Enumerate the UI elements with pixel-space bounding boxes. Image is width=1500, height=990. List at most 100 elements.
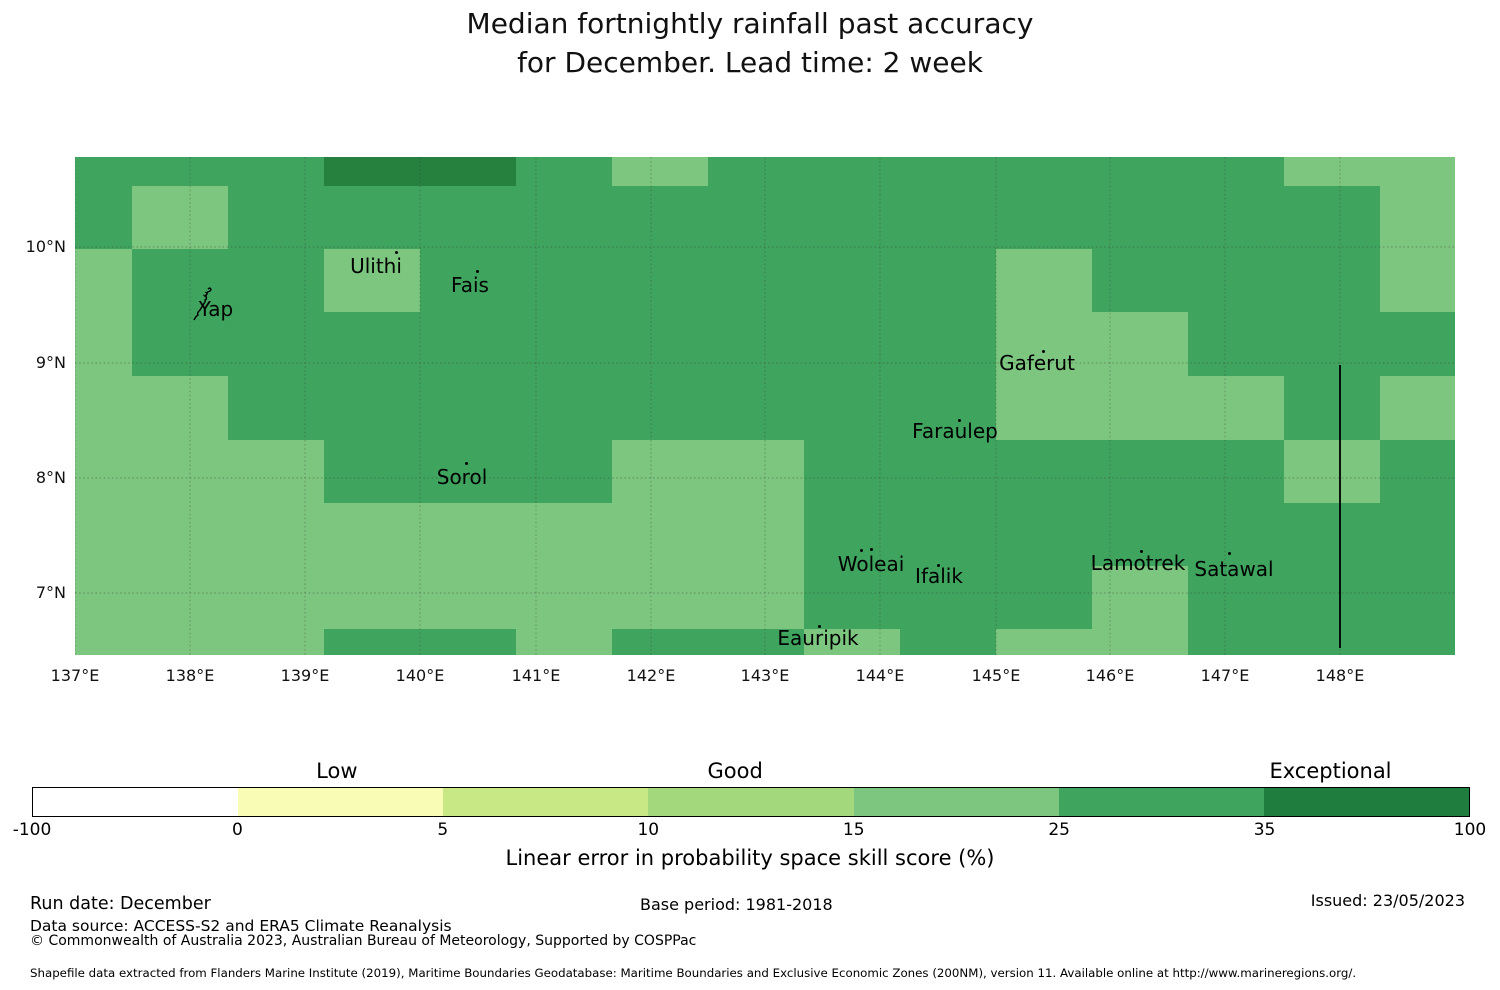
grid-cell bbox=[1092, 566, 1189, 630]
y-tick-label: 7°N bbox=[35, 583, 66, 602]
island-marker-dot bbox=[957, 418, 961, 422]
island-label-fais: Fais bbox=[451, 273, 489, 297]
grid-cell bbox=[324, 249, 421, 313]
grid-cell bbox=[612, 503, 709, 567]
x-tick-label: 148°E bbox=[1315, 666, 1365, 685]
grid-cell bbox=[804, 312, 901, 377]
grid-cell bbox=[516, 312, 613, 377]
grid-cell bbox=[1284, 440, 1381, 504]
grid-cell bbox=[75, 440, 133, 504]
grid-cell bbox=[900, 312, 997, 377]
grid-cell bbox=[420, 157, 517, 187]
grid-cell bbox=[804, 249, 901, 313]
grid-cell bbox=[900, 629, 997, 655]
base-period-text: Base period: 1981-2018 bbox=[640, 895, 833, 914]
grid-cell bbox=[708, 440, 805, 504]
colorbar-tick-label: 35 bbox=[1253, 820, 1276, 840]
grid-cell bbox=[1188, 249, 1285, 313]
grid-cell bbox=[75, 249, 133, 313]
grid-cell bbox=[516, 249, 613, 313]
grid-cell bbox=[1380, 312, 1455, 377]
grid-cell bbox=[75, 376, 133, 441]
grid-cell bbox=[708, 376, 805, 441]
grid-cell bbox=[420, 376, 517, 441]
island-marker-dot bbox=[1041, 349, 1045, 353]
run-date-text: Run date: December bbox=[30, 894, 211, 914]
grid-cell bbox=[900, 157, 997, 187]
grid-cell bbox=[612, 440, 709, 504]
colorbar-bin bbox=[1263, 788, 1469, 816]
grid-cell bbox=[1092, 312, 1189, 377]
island-marker-dot bbox=[475, 269, 479, 273]
colorbar-tick-label: 15 bbox=[842, 820, 865, 840]
grid-cell bbox=[420, 249, 517, 313]
x-tick-label: 137°E bbox=[50, 666, 100, 685]
grid-cell bbox=[516, 503, 613, 567]
grid-cell bbox=[132, 186, 229, 250]
island-label-satawal: Satawal bbox=[1194, 557, 1274, 581]
grid-cell bbox=[1092, 503, 1189, 567]
grid-cell bbox=[324, 376, 421, 441]
grid-cell bbox=[708, 186, 805, 250]
copyright-text: © Commonwealth of Australia 2023, Austra… bbox=[30, 933, 697, 949]
island-label-lamotrek: Lamotrek bbox=[1090, 551, 1186, 575]
grid-cell bbox=[324, 440, 421, 504]
grid-cell bbox=[1092, 629, 1189, 655]
grid-cell bbox=[1188, 312, 1285, 377]
colorbar-bin bbox=[1058, 788, 1264, 816]
shapefile-note-text: Shapefile data extracted from Flanders M… bbox=[30, 966, 1357, 980]
grid-cell bbox=[804, 503, 901, 567]
grid-cell bbox=[132, 376, 229, 441]
grid-cell bbox=[324, 186, 421, 250]
island-marker-dot bbox=[936, 563, 940, 567]
map-gridlines bbox=[75, 157, 1455, 655]
grid-cell bbox=[75, 629, 133, 655]
grid-cell bbox=[1284, 566, 1381, 630]
grid-cell bbox=[996, 186, 1093, 250]
island-label-ulithi: Ulithi bbox=[350, 254, 402, 278]
grid-cell bbox=[1284, 312, 1381, 377]
grid-cell bbox=[1380, 503, 1455, 567]
grid-cell bbox=[516, 376, 613, 441]
grid-cell bbox=[228, 629, 325, 655]
y-tick-label: 8°N bbox=[35, 468, 66, 487]
grid-cell bbox=[612, 566, 709, 630]
grid-cell bbox=[804, 440, 901, 504]
grid-cell bbox=[228, 312, 325, 377]
grid-cell bbox=[75, 312, 133, 377]
grid-cell bbox=[228, 566, 325, 630]
grid-cell bbox=[1380, 186, 1455, 250]
grid-cell bbox=[324, 312, 421, 377]
grid-cell bbox=[708, 249, 805, 313]
grid-cell bbox=[612, 312, 709, 377]
grid-cell bbox=[804, 566, 901, 630]
grid-cell bbox=[1380, 376, 1455, 441]
grid-cell bbox=[900, 376, 997, 441]
grid-cell bbox=[1284, 629, 1381, 655]
grid-cell bbox=[996, 503, 1093, 567]
x-tick-label: 144°E bbox=[855, 666, 905, 685]
colorbar-category-good: Good bbox=[707, 759, 763, 783]
grid-cell bbox=[804, 629, 901, 655]
grid-cell bbox=[324, 566, 421, 630]
grid-cell bbox=[324, 629, 421, 655]
grid-cell bbox=[1284, 376, 1381, 441]
x-tick-label: 146°E bbox=[1085, 666, 1135, 685]
map-heatmap bbox=[75, 157, 1455, 655]
x-tick-label: 142°E bbox=[626, 666, 676, 685]
colorbar-bin bbox=[853, 788, 1059, 816]
island-marker-dot bbox=[869, 547, 873, 551]
grid-cell bbox=[1092, 376, 1189, 441]
grid-cell bbox=[420, 186, 517, 250]
grid-cell bbox=[132, 629, 229, 655]
island-marker-dot bbox=[1139, 549, 1143, 553]
grid-cell bbox=[228, 440, 325, 504]
colorbar-bin bbox=[33, 788, 239, 816]
grid-cell bbox=[1188, 566, 1285, 630]
grid-cell bbox=[75, 157, 133, 187]
grid-cell bbox=[900, 566, 997, 630]
island-label-faraulep: Faraulep bbox=[912, 419, 998, 443]
grid-cell bbox=[324, 157, 421, 187]
island-marker-dot bbox=[394, 250, 398, 254]
